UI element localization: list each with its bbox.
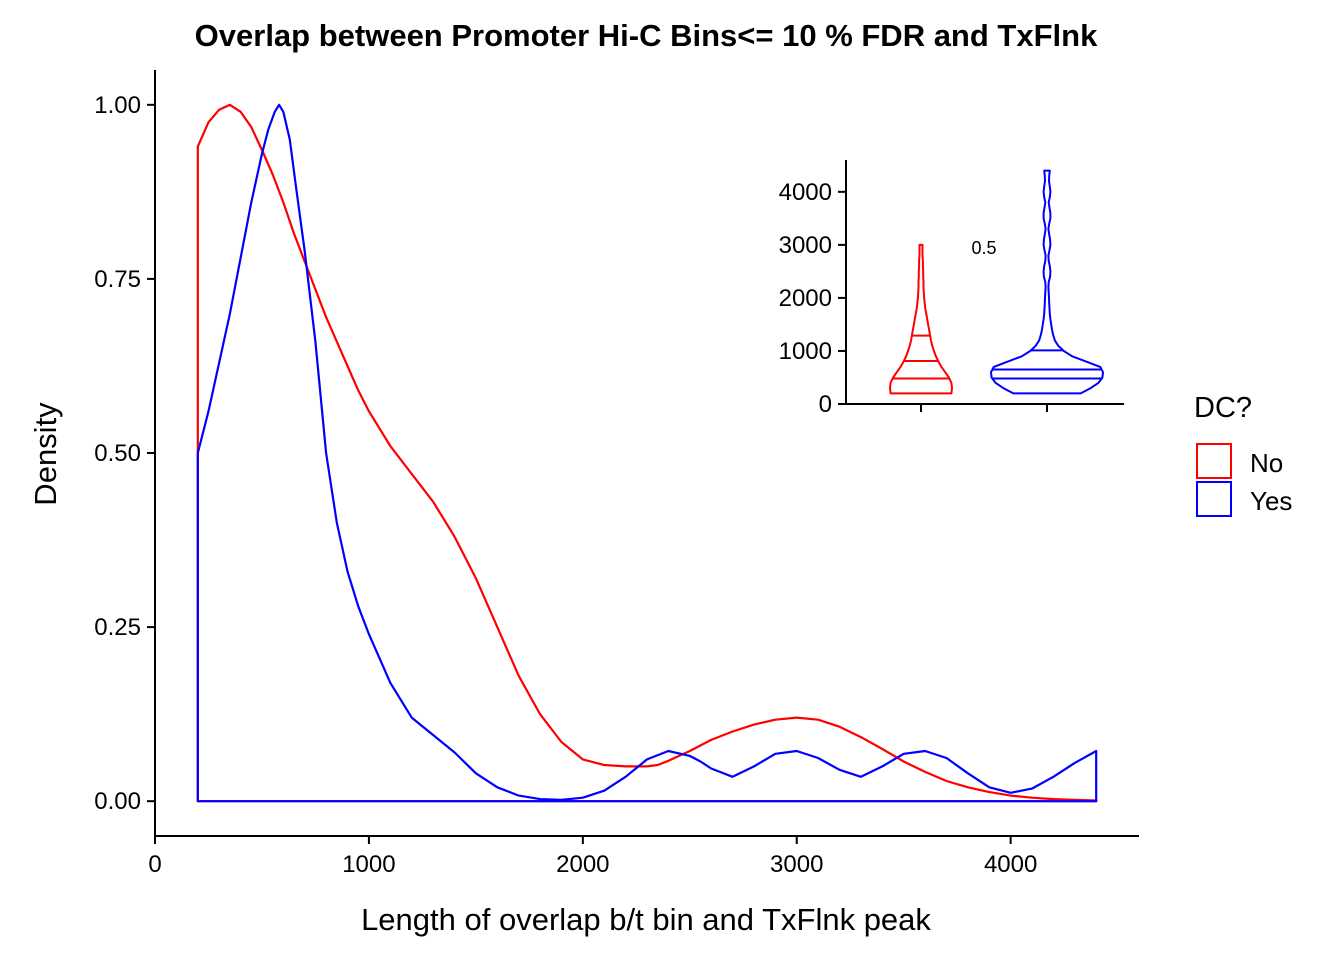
x-tick-label: 0: [148, 851, 161, 878]
chart-title: Overlap between Promoter Hi-C Bins<= 10 …: [195, 18, 1098, 53]
x-axis-title: Length of overlap b/t bin and TxFlnk pea…: [361, 902, 931, 937]
x-tick-label: 2000: [556, 851, 609, 878]
inset-violins: [889, 169, 1104, 395]
main-plot: [196, 103, 1098, 803]
y-tick-label: 0.00: [94, 788, 141, 815]
density-series-no: [196, 103, 1098, 803]
y-tick-label: 0.50: [94, 440, 141, 467]
x-tick-label: 1000: [342, 851, 395, 878]
y-tick-label: 0.25: [94, 614, 141, 641]
legend-key-no: [1196, 443, 1232, 479]
x-tick-label: 3000: [770, 851, 823, 878]
inset-y-tick-label: 1000: [779, 338, 832, 365]
density-series-yes: [196, 103, 1098, 803]
inset-y-tick-label: 4000: [779, 179, 832, 206]
inset-y-tick-label: 0: [819, 391, 832, 418]
inset-ticks: 0 1000 2000 3000 4000: [779, 179, 1048, 418]
violin-yes: [990, 169, 1104, 395]
legend-title: DC?: [1194, 392, 1252, 424]
y-axis-title: Density: [28, 402, 63, 506]
x-tick-label: 4000: [984, 851, 1037, 878]
violin-no: [889, 243, 953, 395]
legend-key-yes: [1196, 481, 1232, 517]
legend-label-no: No: [1250, 448, 1283, 478]
y-tick-label: 0.75: [94, 266, 141, 293]
inset-annotation: 0.5: [971, 238, 996, 258]
inset-y-tick-label: 2000: [779, 285, 832, 312]
inset-violin-plot: 0 1000 2000 3000 4000 0.5: [779, 160, 1124, 418]
legend: DC? No Yes: [1194, 392, 1292, 517]
inset-y-tick-label: 3000: [779, 232, 832, 259]
legend-label-yes: Yes: [1250, 486, 1292, 516]
y-tick-label: 1.00: [94, 92, 141, 119]
